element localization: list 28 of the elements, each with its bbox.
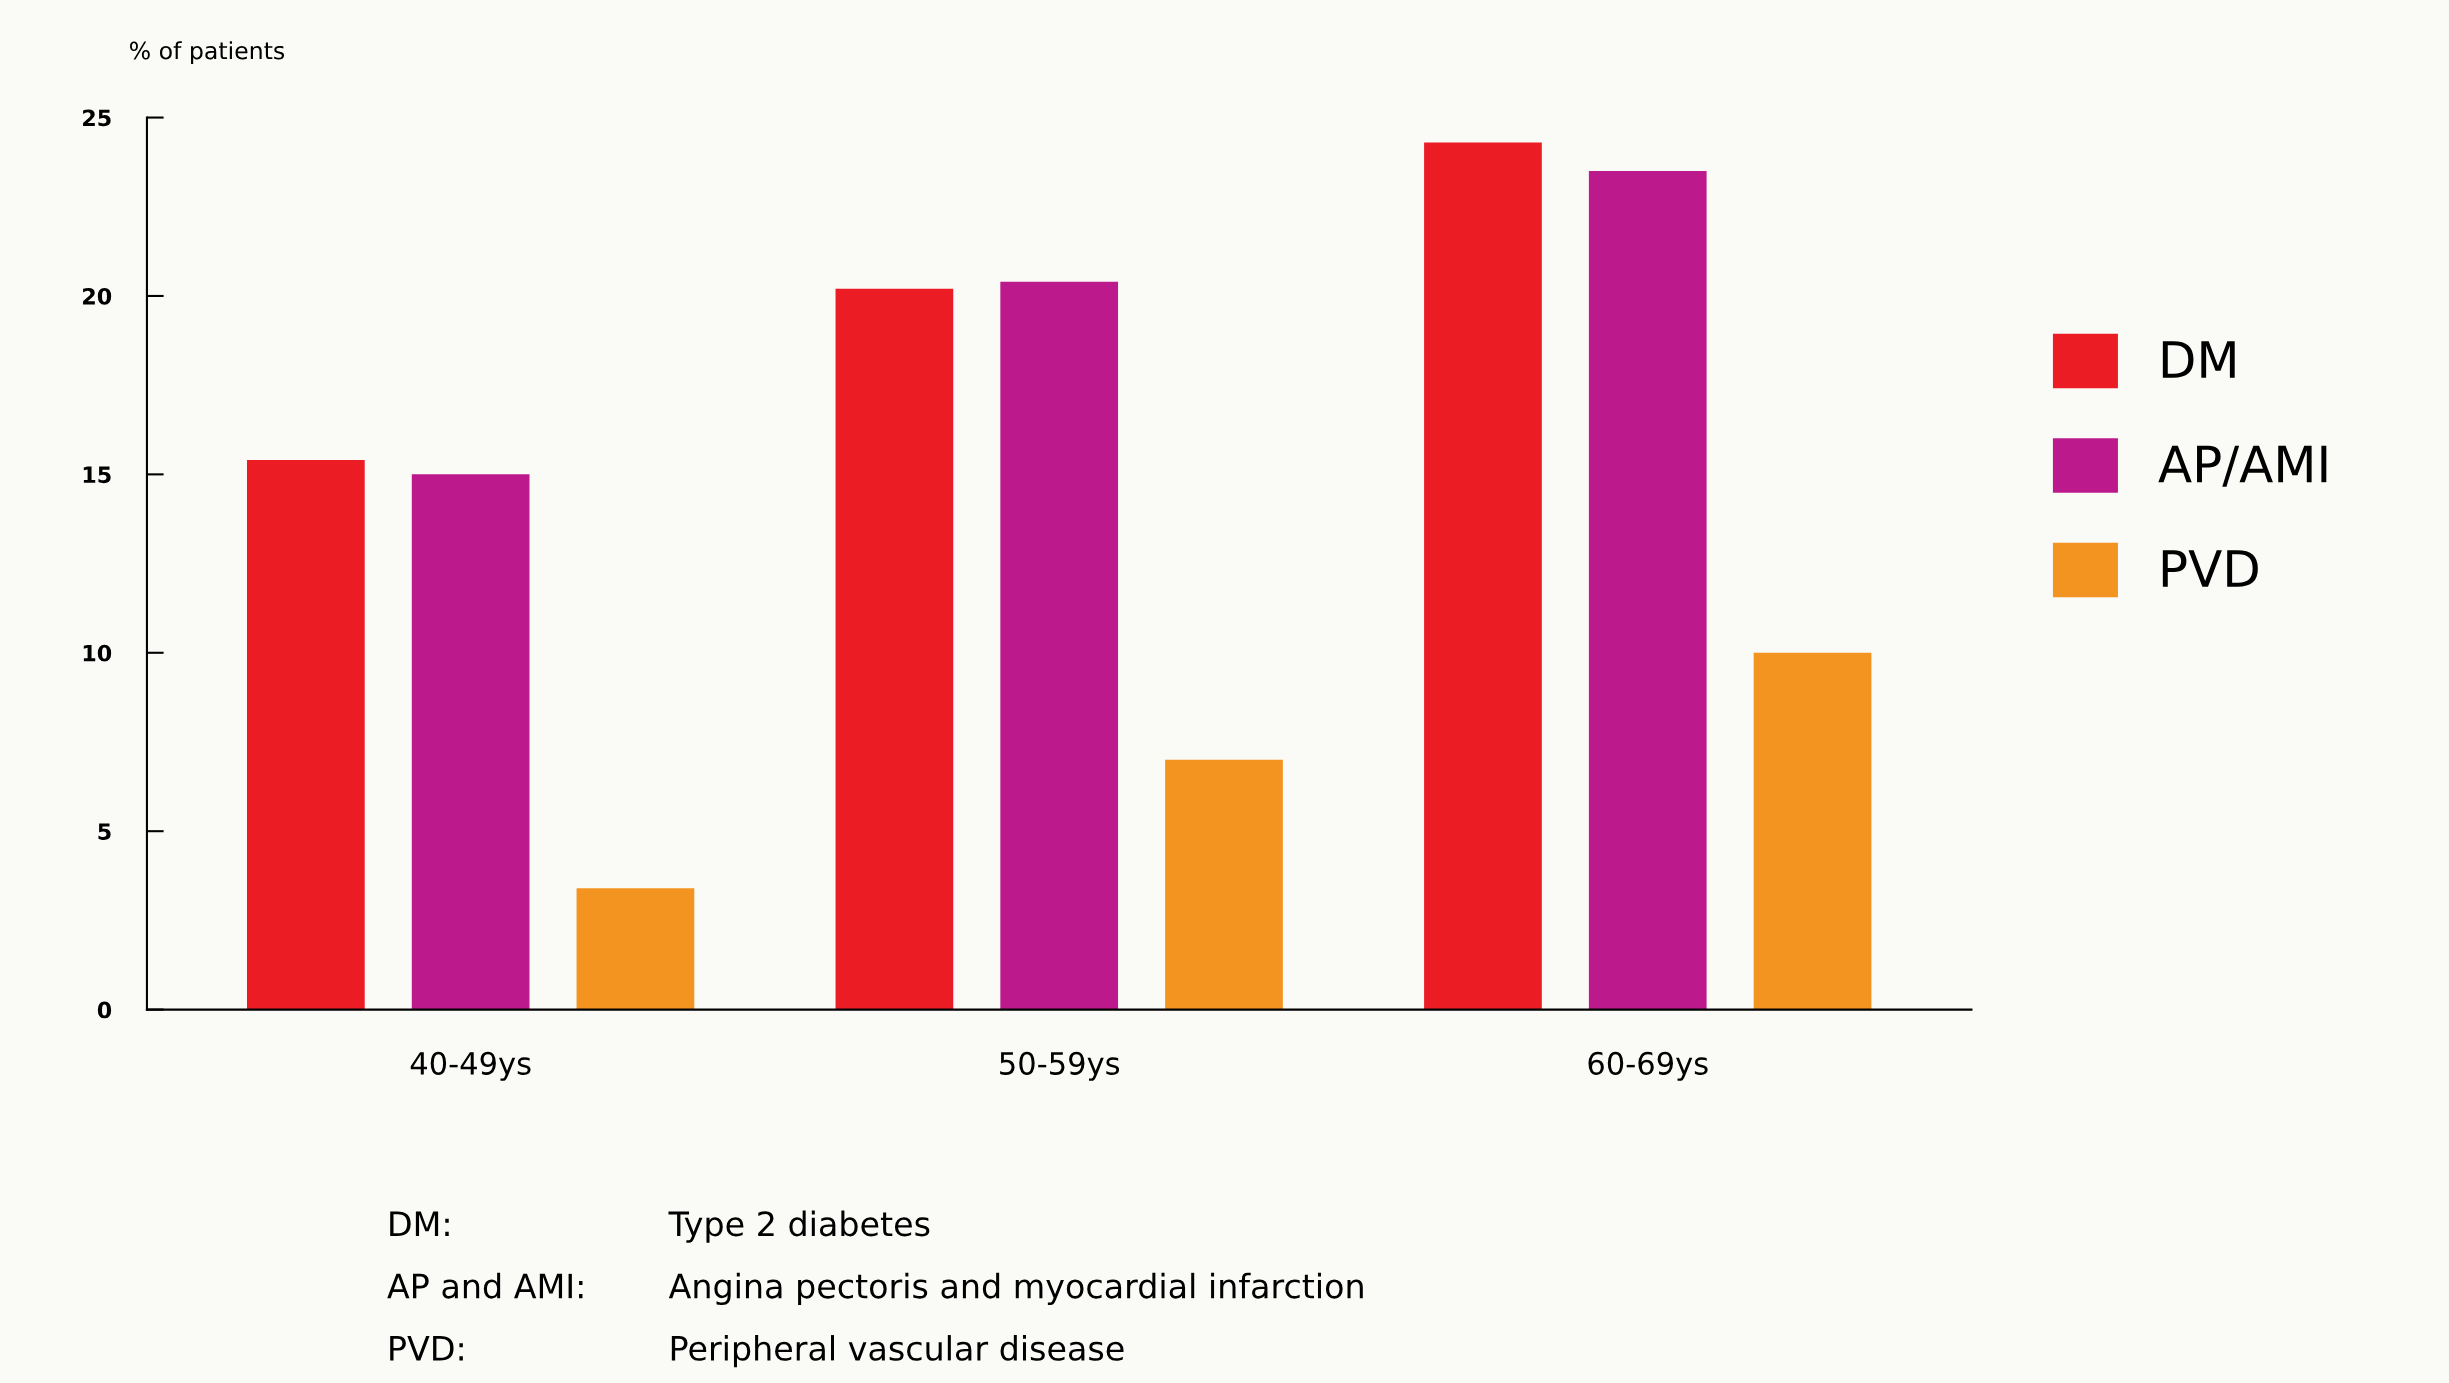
x-tick-label: 60-69ys — [1588, 1051, 1708, 1081]
x-tick-label: 40-49ys — [410, 1051, 531, 1081]
bar — [1000, 281, 1119, 1010]
y-tick-label: 15 — [83, 466, 111, 484]
y-tick-label: 5 — [98, 823, 111, 840]
text: AP and AMI: — [387, 1272, 583, 1299]
y-axis-title: % of patients — [130, 41, 285, 65]
text: Peripheral vascular disease — [671, 1335, 1124, 1368]
text: PVD: — [390, 1336, 463, 1361]
text: Type 2 diabetes — [668, 1210, 930, 1243]
bar — [1753, 652, 1872, 1010]
legend-label: DM — [2162, 341, 2235, 378]
y-tick-label: 25 — [83, 109, 111, 127]
y-tick-label: 0 — [97, 1001, 112, 1019]
bar — [246, 460, 365, 1010]
x-tick-label: 50-59ys — [1000, 1051, 1120, 1081]
bar — [1588, 171, 1707, 1010]
legend-label: AP/AMI — [2158, 445, 2327, 487]
legend-label: PVD — [2162, 550, 2258, 587]
bar — [1424, 142, 1542, 1010]
y-tick-label: 10 — [83, 644, 112, 662]
bar — [411, 474, 530, 1010]
y-tick-label: 20 — [83, 287, 112, 305]
bar — [576, 888, 695, 1010]
bar — [835, 288, 954, 1010]
text: Angina pectoris and myocardial infarction — [668, 1272, 1363, 1306]
bar — [1165, 759, 1283, 1010]
text: DM: — [390, 1211, 449, 1236]
